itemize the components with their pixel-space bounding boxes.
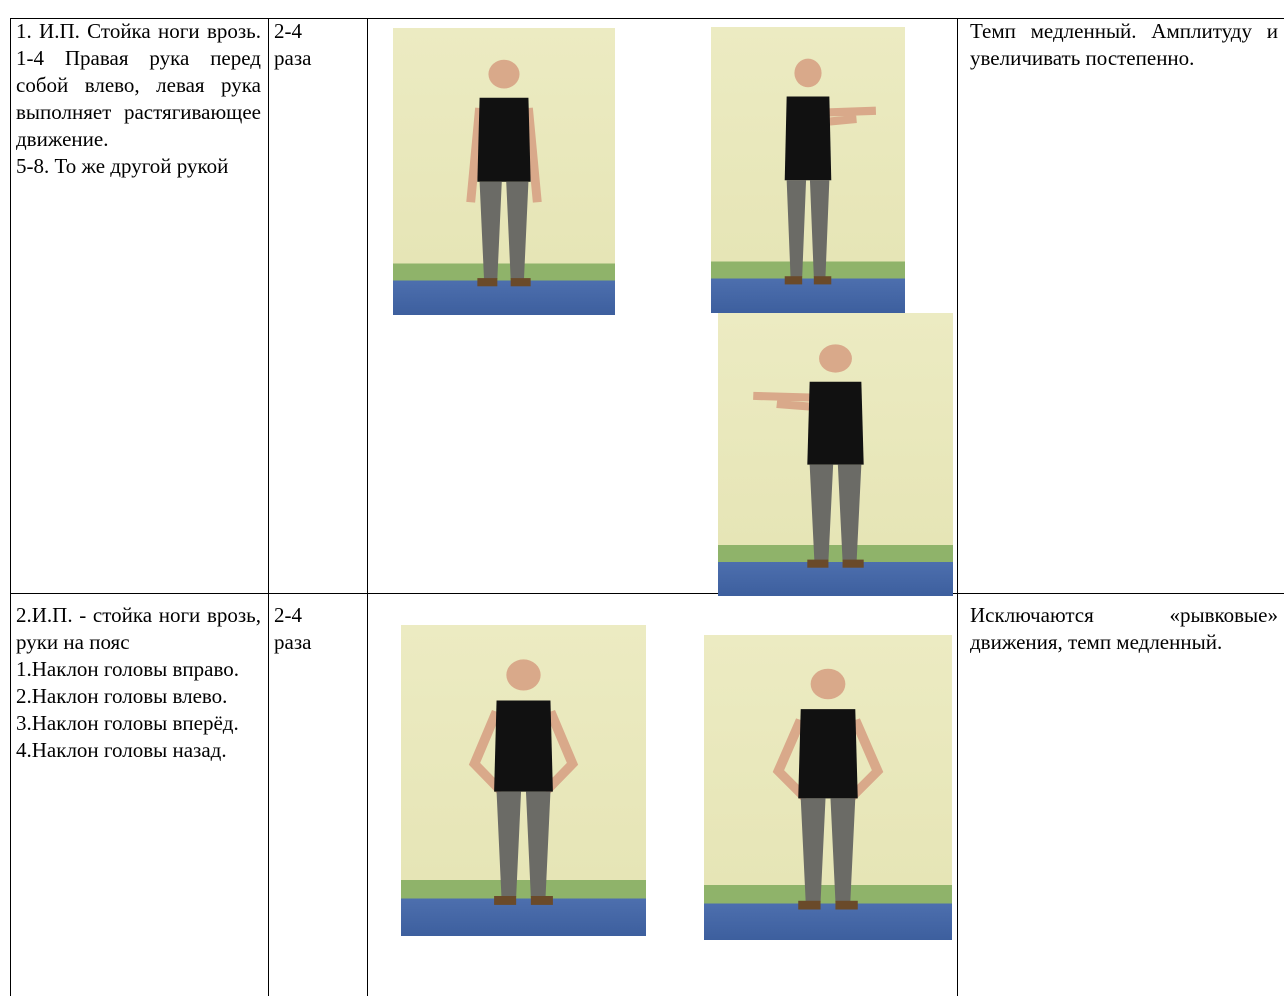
note-cell: Темп медленный. Амплитуду и увеличивать … bbox=[970, 19, 1278, 70]
paragraph: 2.Наклон головы влево. bbox=[16, 684, 228, 708]
table-border bbox=[10, 18, 1284, 19]
table-border bbox=[268, 18, 269, 996]
reps-cell: 2-4 раза bbox=[274, 603, 312, 654]
reps-cell: 2-4 раза bbox=[274, 19, 312, 70]
figure bbox=[466, 59, 542, 287]
figure bbox=[468, 659, 579, 905]
paragraph: 1.Наклон головы вправо. bbox=[16, 657, 239, 681]
paragraph: 4.Наклон головы назад. bbox=[16, 738, 227, 762]
figure bbox=[753, 344, 864, 568]
figure bbox=[784, 58, 877, 285]
description-cell: 2.И.П. - стойка ноги врозь, руки на пояс… bbox=[16, 602, 261, 764]
paragraph: 5-8. То же другой рукой bbox=[16, 154, 229, 178]
table-border bbox=[367, 18, 368, 996]
table-border bbox=[10, 18, 11, 996]
photo bbox=[718, 313, 953, 596]
figure bbox=[772, 668, 884, 910]
paragraph: 3.Наклон головы вперёд. bbox=[16, 711, 239, 735]
table-border bbox=[10, 593, 1284, 594]
paragraph: 1. И.П. Стойка ноги врозь. 1-4 Правая ру… bbox=[16, 19, 261, 151]
description-cell: 1. И.П. Стойка ноги врозь. 1-4 Правая ру… bbox=[16, 18, 261, 180]
photo bbox=[401, 625, 646, 936]
table-border bbox=[957, 18, 958, 996]
note-cell: Исключаются «рывковые» движения, темп ме… bbox=[970, 603, 1278, 654]
paragraph: 2.И.П. - стойка ноги врозь, руки на пояс bbox=[16, 603, 261, 654]
photo bbox=[711, 27, 905, 313]
photo bbox=[393, 28, 615, 315]
photo bbox=[704, 635, 952, 940]
